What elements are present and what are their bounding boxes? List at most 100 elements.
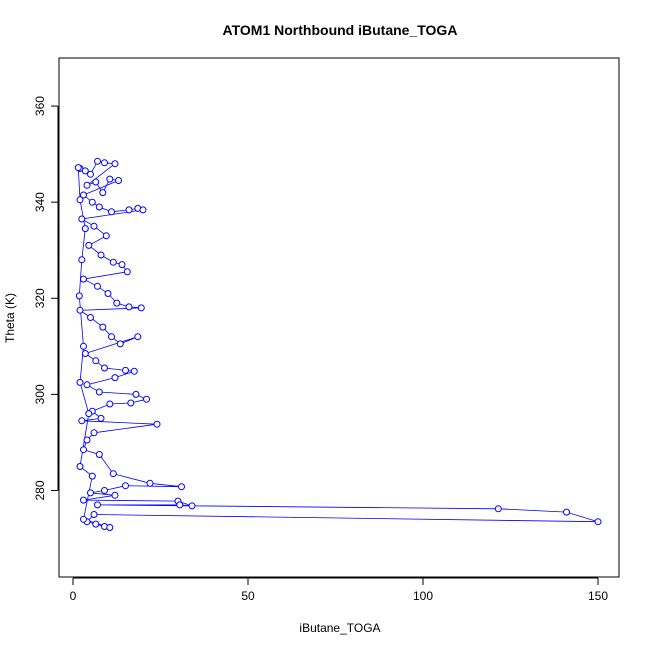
data-point <box>95 203 103 211</box>
x-tick-label: 100 <box>413 589 433 603</box>
data-point <box>125 206 133 214</box>
data-point <box>106 524 114 531</box>
data-point <box>85 410 93 418</box>
y-axis-label: Theta (K) <box>3 293 17 343</box>
data-point <box>94 157 101 165</box>
data-point <box>137 304 145 312</box>
data-point <box>130 367 138 375</box>
data-point <box>106 400 114 408</box>
y-tick-label: 280 <box>33 480 47 500</box>
data-point <box>78 215 86 223</box>
data-point <box>87 314 94 321</box>
data-point <box>104 290 112 297</box>
data-point <box>92 357 100 365</box>
data-point <box>88 472 96 480</box>
data-point <box>76 378 84 386</box>
x-axis-label: iButane_TOGA <box>299 621 380 635</box>
data-point <box>90 429 98 437</box>
data-point <box>80 515 87 523</box>
data-point <box>83 436 91 444</box>
data-point <box>113 299 121 307</box>
y-tick-label: 320 <box>33 288 47 308</box>
data-point <box>83 381 91 389</box>
data-point <box>143 395 150 403</box>
data-point <box>97 414 105 422</box>
data-point <box>78 417 86 425</box>
data-point <box>153 420 161 428</box>
data-point <box>109 470 117 478</box>
data-point <box>92 178 100 186</box>
data-point <box>88 198 96 206</box>
data-point <box>106 175 114 183</box>
data-point <box>80 342 87 350</box>
x-tick-label: 0 <box>70 589 77 603</box>
data-point <box>80 496 87 504</box>
data-point <box>188 502 196 510</box>
data-point <box>95 388 103 396</box>
data-point <box>85 241 93 249</box>
data-point <box>83 181 91 189</box>
y-tick-label: 360 <box>33 96 47 116</box>
data-point <box>75 292 83 300</box>
data-point <box>87 170 94 178</box>
data-point <box>122 366 129 374</box>
data-point <box>97 251 105 259</box>
x-tick-label: 50 <box>241 589 255 603</box>
data-point <box>81 167 89 175</box>
chart-title: ATOM1 Northbound iButane_TOGA <box>223 22 458 38</box>
data-point <box>109 258 117 266</box>
data-point <box>101 159 108 167</box>
data-point <box>127 399 135 407</box>
data-point <box>178 483 185 491</box>
data-point <box>108 333 115 341</box>
x-tick-label: 150 <box>588 589 608 603</box>
data-point <box>132 390 140 398</box>
data-layer <box>74 157 602 531</box>
data-point <box>94 501 101 509</box>
data-point <box>101 487 108 494</box>
data-point <box>176 501 184 509</box>
data-point <box>118 261 126 269</box>
y-tick-label: 340 <box>33 192 47 212</box>
data-point <box>87 489 94 497</box>
data-point <box>125 303 133 311</box>
data-point <box>111 374 119 382</box>
data-point <box>76 306 84 314</box>
data-point <box>74 164 82 172</box>
plot-frame <box>58 57 620 578</box>
data-point <box>99 189 107 197</box>
data-point <box>146 479 154 487</box>
data-point <box>81 225 89 233</box>
data-point <box>99 323 107 331</box>
data-point <box>102 232 110 240</box>
data-point <box>80 446 87 454</box>
data-point <box>90 222 98 230</box>
data-point <box>116 340 124 348</box>
data-point <box>80 275 87 283</box>
data-point <box>95 451 103 458</box>
data-point <box>122 482 129 490</box>
data-point <box>563 508 570 516</box>
data-point <box>92 520 100 528</box>
data-point <box>76 196 84 204</box>
data-point <box>594 518 602 526</box>
data-point <box>76 463 84 470</box>
data-point <box>494 505 502 513</box>
data-point <box>81 350 89 357</box>
data-point <box>80 191 87 199</box>
data-point <box>101 364 108 372</box>
data-point <box>90 511 98 518</box>
x-axis: 0 50 100 150 <box>70 577 608 603</box>
data-point <box>111 491 119 499</box>
y-tick-label: 300 <box>33 384 47 404</box>
data-point <box>78 256 86 264</box>
data-point <box>94 282 101 290</box>
y-axis: 280 300 320 340 360 <box>33 96 59 501</box>
data-point <box>108 208 115 216</box>
data-point <box>139 206 147 214</box>
data-point <box>111 160 119 168</box>
data-point <box>123 268 131 276</box>
data-point <box>134 333 142 341</box>
